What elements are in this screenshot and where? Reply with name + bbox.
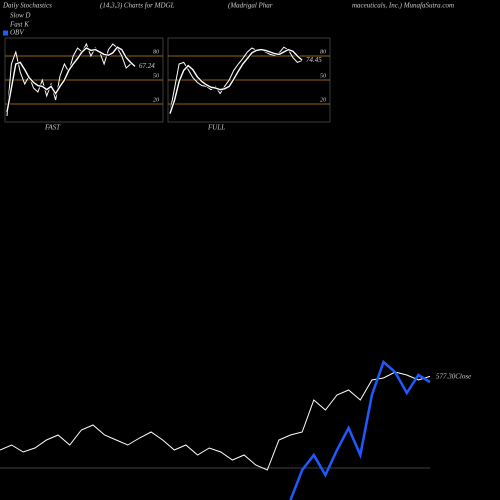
line xyxy=(289,359,431,500)
line xyxy=(169,48,303,114)
line xyxy=(169,46,303,113)
y-tick-label: 50 xyxy=(153,73,159,79)
title: Daily Stochastics xyxy=(2,2,52,10)
y-tick-label: 20 xyxy=(153,97,159,103)
y-tick-label: 20 xyxy=(320,97,326,103)
close-value: 577.30 xyxy=(436,372,456,380)
line xyxy=(0,371,431,471)
panel-label: FULL xyxy=(207,124,225,132)
close-label: 577.30Close xyxy=(436,372,471,380)
company: (Madrigal Phar xyxy=(228,2,273,10)
subtitle: (14,3,3) Charts for MDGL xyxy=(100,2,175,10)
close-name: Close xyxy=(455,372,471,380)
legend-entry: OBV xyxy=(10,29,24,37)
legend-entry: Fast K xyxy=(9,21,29,29)
line xyxy=(6,46,136,113)
y-tick-label: 80 xyxy=(320,49,326,55)
value-label: 74.45 xyxy=(306,56,322,64)
legend-entry: Slow D xyxy=(10,12,30,20)
company: maceuticals, Inc.) MunafaSutra.com xyxy=(352,2,454,10)
y-tick-label: 80 xyxy=(153,49,159,55)
legend-swatch xyxy=(3,30,8,36)
panel-label: FAST xyxy=(44,124,61,132)
y-tick-label: 50 xyxy=(320,73,326,79)
value-label: 67.24 xyxy=(139,62,155,70)
